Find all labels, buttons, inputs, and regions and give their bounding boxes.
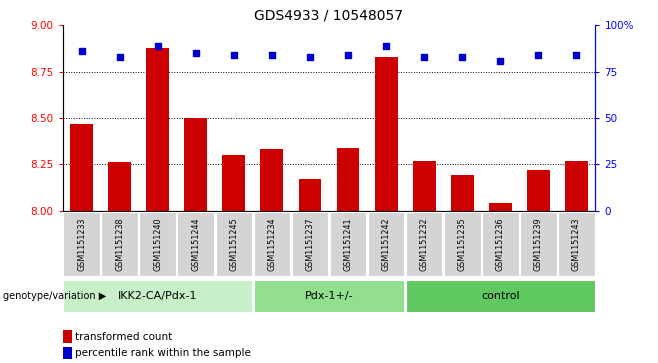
Bar [368, 212, 405, 276]
Point [153, 43, 163, 49]
Bar [70, 123, 93, 211]
Bar [63, 330, 72, 343]
Bar [222, 155, 245, 211]
Point [305, 54, 315, 60]
Point [571, 52, 582, 58]
Bar [520, 212, 557, 276]
Bar [337, 148, 359, 211]
Bar [299, 179, 321, 211]
Point [381, 43, 392, 49]
Bar [63, 280, 252, 312]
Bar [527, 170, 550, 211]
Text: GSM1151236: GSM1151236 [496, 217, 505, 271]
Bar [178, 212, 214, 276]
Bar [108, 162, 131, 211]
Point [114, 54, 125, 60]
Bar [139, 212, 176, 276]
Bar [101, 212, 138, 276]
Bar [406, 212, 442, 276]
Text: control: control [481, 291, 520, 301]
Bar [291, 212, 328, 276]
Point [191, 50, 201, 56]
Text: GSM1151240: GSM1151240 [153, 217, 162, 271]
Bar [184, 118, 207, 211]
Text: GSM1151234: GSM1151234 [267, 217, 276, 271]
Text: Pdx-1+/-: Pdx-1+/- [305, 291, 353, 301]
Bar [146, 48, 169, 211]
Text: GSM1151238: GSM1151238 [115, 217, 124, 271]
Point [266, 52, 277, 58]
Text: GSM1151243: GSM1151243 [572, 217, 581, 271]
Point [533, 52, 544, 58]
Bar [216, 212, 252, 276]
Text: GSM1151239: GSM1151239 [534, 217, 543, 271]
Point [343, 52, 353, 58]
Title: GDS4933 / 10548057: GDS4933 / 10548057 [255, 9, 403, 23]
Point [76, 48, 87, 54]
Text: GSM1151244: GSM1151244 [191, 217, 200, 271]
Bar [413, 160, 436, 211]
Bar [558, 212, 595, 276]
Text: IKK2-CA/Pdx-1: IKK2-CA/Pdx-1 [118, 291, 197, 301]
Text: percentile rank within the sample: percentile rank within the sample [75, 348, 251, 358]
Text: GSM1151232: GSM1151232 [420, 217, 428, 271]
Text: GSM1151233: GSM1151233 [77, 217, 86, 271]
Text: genotype/variation ▶: genotype/variation ▶ [3, 291, 107, 301]
Bar [63, 347, 72, 359]
Point [495, 58, 505, 64]
Bar [565, 160, 588, 211]
Text: GSM1151242: GSM1151242 [382, 217, 391, 271]
Text: GSM1151235: GSM1151235 [458, 217, 467, 271]
Bar [374, 57, 397, 211]
Bar [261, 150, 284, 211]
Text: GSM1151245: GSM1151245 [230, 217, 238, 271]
Bar [451, 175, 474, 211]
Point [228, 52, 239, 58]
Bar [330, 212, 367, 276]
Point [457, 54, 467, 60]
Text: GSM1151241: GSM1151241 [343, 217, 353, 271]
Bar [482, 212, 519, 276]
Text: transformed count: transformed count [75, 332, 172, 342]
Bar [489, 203, 512, 211]
Bar [253, 280, 405, 312]
Point [419, 54, 430, 60]
Bar [253, 212, 290, 276]
Bar [406, 280, 595, 312]
Bar [444, 212, 480, 276]
Bar [63, 212, 100, 276]
Text: GSM1151237: GSM1151237 [305, 217, 315, 271]
